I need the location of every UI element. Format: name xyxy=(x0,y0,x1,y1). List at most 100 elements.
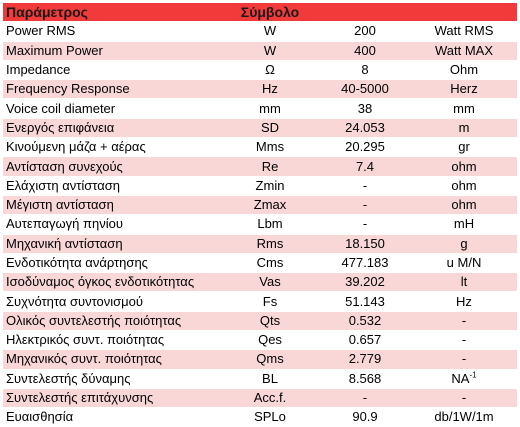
param-name-text: Αντίσταση συνεχούς xyxy=(6,158,123,174)
param-value: - xyxy=(319,387,411,408)
param-name: Συχνότητα συντονισμού xyxy=(3,291,221,312)
param-symbol-text: W xyxy=(263,23,277,39)
param-value-text: 400 xyxy=(354,42,376,58)
param-name-text: Ελάχιστη αντίσταση xyxy=(6,177,120,193)
param-value-text: 477.183 xyxy=(341,255,389,270)
param-value-text: 8.568 xyxy=(348,370,382,386)
param-symbol: W xyxy=(221,40,319,61)
param-name: Ενδοτικότητα ανάρτησης xyxy=(3,252,221,273)
param-value: - xyxy=(319,194,411,215)
param-symbol: BL xyxy=(221,368,319,389)
param-name: Voice coil diameter xyxy=(3,98,221,119)
param-name: Ολικός συντελεστής ποιότητας xyxy=(3,310,221,331)
param-value-text: - xyxy=(362,390,368,406)
table-row: Συντελεστής επιτάχυνσης Acc.f. - - xyxy=(3,387,517,408)
param-unit: g xyxy=(411,233,517,254)
param-name-text: Maximum Power xyxy=(6,42,103,58)
table-body: Power RMS W 200 Watt RMS Maximum Power W 400 Wa… xyxy=(3,21,517,427)
param-name: Μηχανική αντίσταση xyxy=(3,233,221,254)
param-name-text: Συντελεστής δύναμης xyxy=(6,370,131,386)
param-unit-text: u M/N xyxy=(446,255,482,270)
param-unit: Watt RMS xyxy=(411,21,517,42)
param-unit: - xyxy=(411,330,517,350)
param-symbol: Qes xyxy=(221,330,319,350)
table-row: Ελάχιστη αντίσταση Zmin - ohm xyxy=(3,175,517,196)
param-unit: ohm xyxy=(411,175,517,196)
param-unit: u M/N xyxy=(411,252,517,273)
param-value: 18.150 xyxy=(319,233,411,254)
param-symbol-text: SD xyxy=(260,119,280,135)
param-name: Ευαισθησία xyxy=(3,407,221,427)
table-row: Κινούμενη μάζα + αέρας Mms 20.295 gr xyxy=(3,137,517,157)
param-unit-text: ohm xyxy=(451,197,477,213)
param-unit-text: db/1W/1m xyxy=(434,409,494,425)
param-symbol-text: Vas xyxy=(259,274,281,290)
param-unit-text: mH xyxy=(453,216,475,232)
table-row: Ολικός συντελεστής ποιότητας Qts 0.532 - xyxy=(3,310,517,331)
param-value-text: 20.295 xyxy=(345,139,385,155)
table-row: Maximum Power W 400 Watt MAX xyxy=(3,40,517,61)
param-name: Συντελεστής επιτάχυνσης xyxy=(3,387,221,408)
param-value-text: - xyxy=(362,216,368,232)
param-symbol: Acc.f. xyxy=(221,387,319,408)
param-symbol: Rms xyxy=(221,233,319,254)
param-name: Κινούμενη μάζα + αέρας xyxy=(3,137,221,157)
param-unit: Watt MAX xyxy=(411,40,517,61)
param-unit-text: NA xyxy=(451,370,470,386)
table-row: Voice coil diameter mm 38 mm xyxy=(3,98,517,119)
param-value-text: 40-5000 xyxy=(341,81,389,97)
param-symbol-text: Acc.f. xyxy=(253,390,287,406)
param-unit-text: lt xyxy=(460,274,468,290)
header-unit xyxy=(411,3,517,22)
param-symbol-text: SPLo xyxy=(254,409,286,425)
param-value: 200 xyxy=(319,21,411,42)
param-symbol: Fs xyxy=(221,291,319,312)
param-unit-text: ohm xyxy=(451,177,477,193)
table-row: Αυτεπαγωγή πηνίου Lbm - mH xyxy=(3,214,517,235)
param-symbol-text: Ω xyxy=(265,62,275,78)
param-unit: ohm xyxy=(411,194,517,215)
table-header-row: Παράμετρος Σύμβολο xyxy=(3,3,517,22)
param-value: - xyxy=(319,175,411,196)
table-row: Ενδοτικότητα ανάρτησης Cms 477.183 u M/N xyxy=(3,252,517,273)
param-name-text: Μηχανική αντίσταση xyxy=(6,235,123,251)
param-value: 2.779 xyxy=(319,349,411,370)
param-name: Impedance xyxy=(3,59,221,80)
table-row: Power RMS W 200 Watt RMS xyxy=(3,21,517,42)
param-symbol: W xyxy=(221,21,319,42)
param-symbol-text: Re xyxy=(261,158,279,174)
param-symbol: Re xyxy=(221,156,319,177)
param-name-text: Ολικός συντελεστής ποιότητας xyxy=(6,312,182,328)
param-unit: lt xyxy=(411,272,517,292)
param-name: Αυτεπαγωγή πηνίου xyxy=(3,214,221,235)
param-value: 7.4 xyxy=(319,156,411,177)
param-value: 38 xyxy=(319,98,411,119)
param-value-text: 7.4 xyxy=(355,158,375,174)
param-value: 8.568 xyxy=(319,368,411,389)
param-unit: ohm xyxy=(411,156,517,177)
param-unit: mH xyxy=(411,214,517,235)
param-unit-text: g xyxy=(460,235,468,251)
param-name: Frequency Response xyxy=(3,79,221,99)
param-name: Συντελεστής δύναμης xyxy=(3,368,221,389)
table-row: Μηχανικός συντ. ποιότητας Qms 2.779 - xyxy=(3,349,517,370)
param-unit-text: ohm xyxy=(451,158,477,174)
param-unit: NA-1 xyxy=(411,368,517,389)
param-value-text: 90.9 xyxy=(352,409,378,425)
table-row: Συντελεστής δύναμης BL 8.568 NA-1 xyxy=(3,368,517,389)
param-unit-text: m xyxy=(458,119,470,135)
param-unit: Herz xyxy=(411,79,517,99)
param-name: Μηχανικός συντ. ποιότητας xyxy=(3,349,221,370)
param-symbol-text: Zmax xyxy=(253,197,287,213)
param-symbol: Hz xyxy=(221,79,319,99)
param-value-text: 0.532 xyxy=(348,312,382,328)
param-name: Αντίσταση συνεχούς xyxy=(3,156,221,177)
param-value-text: 24.053 xyxy=(345,119,385,135)
table-row: Αντίσταση συνεχούς Re 7.4 ohm xyxy=(3,156,517,177)
param-value: 0.657 xyxy=(319,330,411,350)
param-unit-text: Herz xyxy=(450,81,478,97)
param-value-text: 0.657 xyxy=(348,332,382,348)
param-unit: - xyxy=(411,310,517,331)
parameter-sheet: Παράμετρος Σύμβολο Power RMS W 200 Watt RMS… xyxy=(3,3,517,427)
param-name-text: Impedance xyxy=(6,62,71,78)
